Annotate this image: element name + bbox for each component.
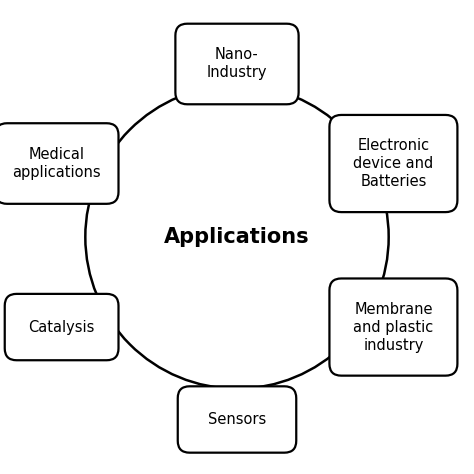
Text: Sensors: Sensors [208,412,266,427]
FancyBboxPatch shape [329,115,457,212]
Text: Nano-
Industry: Nano- Industry [207,47,267,81]
Text: Electronic
device and
Batteries: Electronic device and Batteries [353,138,434,189]
FancyBboxPatch shape [175,24,299,104]
Text: Medical
applications: Medical applications [13,147,101,180]
FancyBboxPatch shape [329,279,457,375]
Text: Applications: Applications [164,227,310,247]
FancyBboxPatch shape [178,386,296,453]
Text: Membrane
and plastic
industry: Membrane and plastic industry [353,301,434,353]
FancyBboxPatch shape [5,294,118,360]
Text: Catalysis: Catalysis [28,319,95,335]
FancyBboxPatch shape [0,123,118,204]
